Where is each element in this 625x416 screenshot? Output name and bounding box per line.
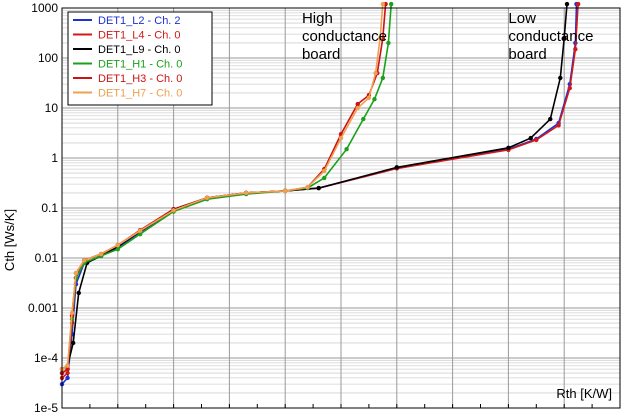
data-point bbox=[115, 243, 121, 248]
data-point bbox=[564, 1, 570, 7]
y-tick-label: 1e-5 bbox=[34, 401, 58, 415]
data-point bbox=[567, 85, 572, 91]
series-layer bbox=[59, 1, 581, 387]
y-tick-label: 1000 bbox=[31, 1, 58, 15]
y-tick-label: 1 bbox=[51, 151, 58, 165]
y-tick-label: 10 bbox=[45, 101, 59, 115]
y-tick-label: 1e-4 bbox=[34, 351, 58, 365]
annotation-text: Low bbox=[508, 10, 536, 27]
annotation-text: High bbox=[302, 10, 333, 27]
annotation-text: board bbox=[302, 46, 340, 63]
series-det1-h7-ch-0 bbox=[59, 1, 386, 372]
data-point bbox=[243, 190, 249, 196]
series-line bbox=[61, 3, 384, 370]
legend-entry: DET1_L4 - Ch. 0 bbox=[98, 30, 181, 42]
data-point bbox=[562, 35, 567, 41]
data-point bbox=[73, 270, 79, 276]
data-point bbox=[65, 366, 70, 372]
data-point bbox=[344, 146, 349, 152]
annotation-text: board bbox=[508, 46, 546, 63]
data-point bbox=[98, 251, 104, 257]
data-point bbox=[377, 35, 383, 41]
data-point bbox=[573, 46, 578, 52]
data-point bbox=[373, 70, 378, 76]
data-point bbox=[137, 228, 143, 233]
annotation-text: conductance bbox=[302, 28, 387, 45]
data-point bbox=[355, 101, 360, 107]
y-tick-label: 100 bbox=[38, 51, 58, 65]
y-tick-label: 0.001 bbox=[28, 301, 58, 315]
data-point bbox=[82, 258, 87, 263]
legend-entry: DET1_L9 - Ch. 0 bbox=[98, 44, 181, 56]
y-tick-label: 0.01 bbox=[35, 251, 59, 265]
data-point bbox=[316, 185, 321, 191]
data-point bbox=[69, 310, 75, 316]
data-point bbox=[305, 185, 310, 190]
data-point bbox=[76, 290, 81, 296]
data-point bbox=[322, 175, 327, 181]
data-point bbox=[366, 95, 372, 100]
data-point bbox=[338, 135, 344, 141]
data-point bbox=[556, 123, 561, 128]
data-point bbox=[65, 363, 70, 368]
data-point bbox=[361, 116, 366, 122]
data-point bbox=[380, 1, 386, 7]
data-point bbox=[548, 116, 553, 122]
data-point bbox=[386, 40, 391, 46]
data-point bbox=[534, 137, 539, 143]
data-point bbox=[115, 246, 121, 252]
y-axis-label: Cth [Ws/K] bbox=[2, 209, 17, 271]
data-point bbox=[137, 231, 143, 237]
legend-box bbox=[67, 11, 213, 106]
data-point bbox=[380, 75, 386, 81]
data-point bbox=[283, 188, 288, 194]
data-point bbox=[394, 165, 399, 170]
y-tick-labels: 1000 100 10 1 0.1 0.01 0.001 1e-4 1e-5 bbox=[28, 1, 58, 415]
legend-entry: DET1_H1 - Ch. 0 bbox=[98, 59, 182, 71]
plot-frame bbox=[61, 7, 621, 409]
legend-entry: DET1_H3 - Ch. 0 bbox=[98, 73, 182, 85]
annotation-text: conductance bbox=[508, 28, 593, 45]
legend-entry: DET1_H7 - Ch. 0 bbox=[98, 88, 182, 100]
data-point bbox=[70, 340, 76, 346]
series-line bbox=[61, 3, 392, 374]
data-point bbox=[204, 195, 210, 200]
data-point bbox=[389, 1, 394, 7]
y-tick-label: 0.1 bbox=[41, 201, 58, 215]
x-axis-label: Rth [K/W] bbox=[556, 386, 612, 401]
data-point bbox=[575, 1, 581, 7]
legend: DET1_L2 - Ch. 2 DET1_L4 - Ch. 0 DET1_L9 - … bbox=[67, 11, 213, 106]
data-point bbox=[528, 135, 533, 141]
data-point bbox=[372, 96, 377, 102]
data-point bbox=[171, 208, 176, 213]
data-point bbox=[65, 375, 70, 381]
data-point bbox=[355, 105, 360, 111]
data-point bbox=[506, 145, 511, 150]
data-point bbox=[65, 370, 70, 376]
data-point bbox=[322, 168, 327, 174]
data-point bbox=[558, 75, 563, 81]
legend-entry: DET1_L2 - Ch. 2 bbox=[98, 15, 181, 27]
